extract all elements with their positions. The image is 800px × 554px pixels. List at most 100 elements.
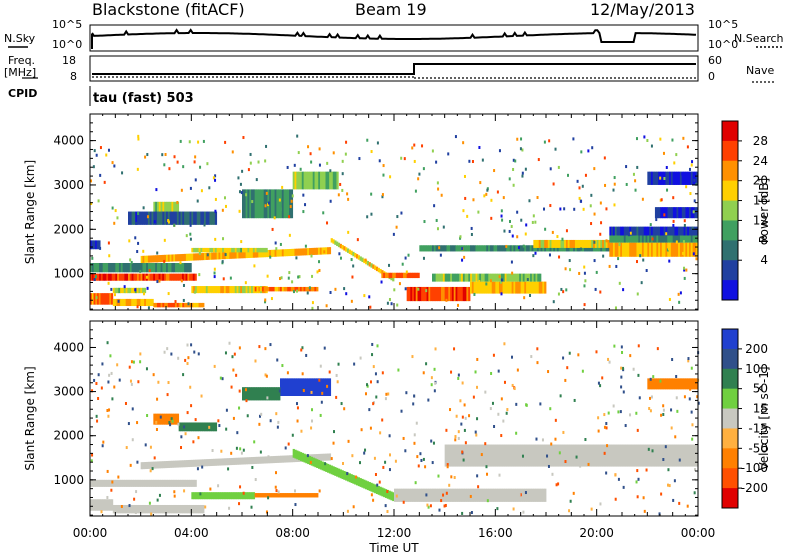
power-speckle <box>578 186 581 190</box>
velocity-band-cell <box>113 479 116 487</box>
power-band-cell <box>178 254 181 262</box>
velocity-band-cell <box>216 458 219 466</box>
velocity-band-cell <box>90 499 93 511</box>
power-band-cell <box>182 273 185 281</box>
power-speckle <box>580 247 583 251</box>
power-band-cell <box>200 253 203 261</box>
power-band-cell <box>560 245 563 252</box>
velocity-speckle <box>620 366 623 370</box>
power-band-cell <box>687 242 690 257</box>
power-band-cell <box>439 245 442 252</box>
velocity-band-cell <box>508 488 511 502</box>
velocity-speckle <box>373 456 376 460</box>
power-band-cell <box>173 262 176 273</box>
velocity-band-cell <box>540 444 543 467</box>
power-band-cell <box>670 171 674 185</box>
power-speckle <box>249 152 252 156</box>
power-speckle <box>511 271 514 275</box>
velocity-band-cell <box>580 444 583 467</box>
power-speckle <box>167 219 170 223</box>
power-band-cell <box>535 281 538 294</box>
velocity-band-cell <box>498 444 502 467</box>
power-band-cell <box>167 302 171 308</box>
velocity-speckle <box>267 455 270 459</box>
power-band-cell <box>631 242 634 257</box>
power-colorbar-swatch <box>722 180 738 201</box>
velocity-band-cell <box>172 504 176 514</box>
power-band-cell <box>99 273 102 281</box>
power-band-cell <box>515 245 518 252</box>
velocity-band-cell <box>359 478 362 487</box>
power-band-cell <box>316 247 319 255</box>
power-band-cell <box>524 273 527 282</box>
velocity-band-cell <box>198 504 201 514</box>
nave-label: Nave <box>746 64 775 77</box>
velocity-speckle <box>260 412 263 416</box>
power-band-cell <box>629 226 632 236</box>
velocity-band-cell <box>694 444 697 467</box>
power-band-cell <box>603 245 607 252</box>
power-speckle <box>395 225 398 229</box>
power-band-cell <box>100 262 104 273</box>
velocity-band-cell <box>401 488 404 502</box>
velocity-speckle <box>522 510 525 514</box>
velocity-band-cell <box>676 378 679 390</box>
velocity-band-cell <box>243 457 247 465</box>
power-band-cell <box>144 211 147 225</box>
power-band-cell <box>243 247 247 253</box>
velocity-speckle <box>500 434 503 438</box>
power-band-cell <box>582 245 585 252</box>
power-band-cell <box>413 272 417 279</box>
velocity-speckle <box>311 408 314 412</box>
power-speckle <box>198 251 201 255</box>
power-band-cell <box>240 286 243 294</box>
velocity-band-cell <box>252 492 256 500</box>
velocity-band-cell <box>160 479 163 487</box>
velocity-band-cell <box>93 479 96 487</box>
velocity-band-cell <box>106 479 109 487</box>
velocity-speckle <box>230 451 233 455</box>
power-band-cell <box>251 189 254 219</box>
power-band-cell <box>236 247 239 253</box>
velocity-band-cell <box>200 422 203 432</box>
power-band-cell <box>245 247 248 253</box>
power-band-cell <box>196 247 199 253</box>
velocity-band-cell <box>173 460 176 468</box>
power-band-cell <box>330 171 334 190</box>
power-speckle <box>548 253 551 257</box>
power-speckle <box>214 178 217 182</box>
power-speckle <box>189 223 192 227</box>
velocity-speckle <box>323 346 326 350</box>
power-band-cell <box>690 226 693 236</box>
velocity-speckle <box>500 397 503 401</box>
power-band-cell <box>656 235 659 243</box>
velocity-band-cell <box>674 444 677 467</box>
velocity-speckle <box>153 456 156 460</box>
power-band-cell <box>166 211 169 225</box>
power-speckle <box>189 232 192 236</box>
power-speckle <box>275 247 278 251</box>
power-band-cell <box>484 273 487 282</box>
power-speckle <box>641 197 644 201</box>
power-band-cell <box>104 262 107 273</box>
power-band-cell <box>649 242 652 257</box>
velocity-speckle <box>201 465 204 469</box>
velocity-speckle <box>568 351 571 355</box>
power-band-cell <box>692 226 695 236</box>
velocity-band-cell <box>202 504 205 514</box>
power-band-cell <box>307 171 310 190</box>
power-band-cell <box>102 262 105 273</box>
power-speckle <box>239 182 242 186</box>
power-speckle <box>128 239 131 243</box>
velocity-speckle <box>673 479 676 483</box>
velocity-speckle <box>275 489 278 493</box>
velocity-speckle <box>475 433 478 437</box>
power-speckle <box>107 281 110 285</box>
power-speckle <box>464 196 467 200</box>
velocity-band-cell <box>647 444 650 467</box>
power-speckle <box>304 203 307 207</box>
power-band-cell <box>460 286 464 302</box>
velocity-speckle <box>603 413 606 417</box>
power-band-cell <box>222 247 225 253</box>
velocity-speckle <box>242 448 245 452</box>
